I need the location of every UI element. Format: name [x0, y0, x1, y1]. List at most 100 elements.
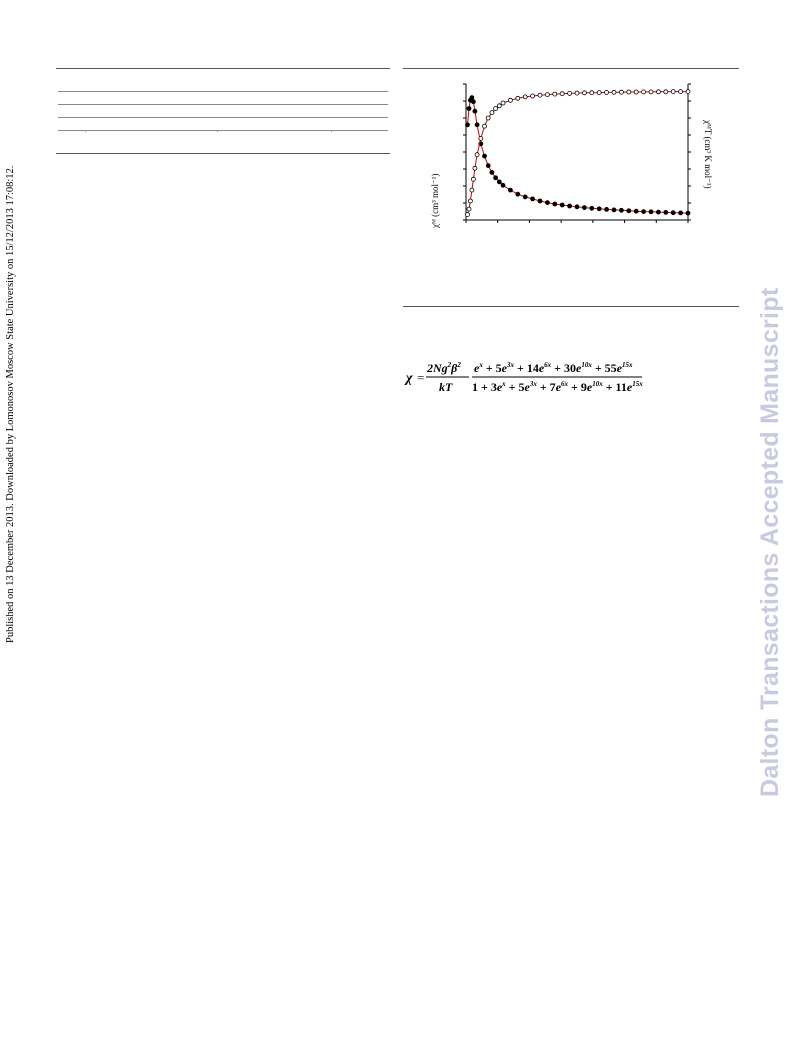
chi-m-point [596, 206, 602, 212]
chi-m-t-point [574, 90, 580, 96]
table-top-rule [56, 68, 390, 69]
chi-m-t-point [589, 90, 595, 96]
chi-m-point [633, 208, 639, 214]
chi-m-point [589, 205, 595, 211]
chi-m-point [648, 209, 654, 215]
chi-m-t-point [655, 89, 661, 95]
chi-m-point [537, 198, 543, 204]
chi-m-t-point [559, 91, 565, 97]
chi-m-point [471, 99, 476, 105]
figure-bottom-rule [403, 306, 739, 307]
equation-prefactor-denominator: kT [439, 380, 453, 394]
chi-m-t-point [581, 90, 587, 96]
table-row-rule [58, 104, 388, 105]
chi-m-t-point [685, 89, 691, 95]
chi-m-point [670, 210, 676, 216]
chi-m-t-point [472, 165, 478, 171]
chi-m-t-point [663, 89, 669, 95]
chi-m-point [685, 210, 691, 216]
chi-m-t-point [530, 93, 535, 99]
chi-m-point [493, 175, 498, 181]
chi-m-point [472, 108, 478, 114]
chi-m-t-point [567, 90, 573, 96]
equation-prefactor-numerator: 2Ng2β2 [426, 361, 461, 375]
chi-m-t-point [678, 89, 684, 95]
chi-m-t-point [641, 89, 647, 95]
table-row-rule [58, 117, 388, 118]
fit-line-series-2 [467, 91, 688, 215]
magnetic-susceptibility-chart: χᴹ (cm³ mol⁻¹) χᴹT (cm³ K mol⁻¹) [430, 83, 713, 230]
chi-m-t-point [545, 92, 550, 98]
chi-m-point [567, 203, 573, 209]
chi-m-t-point [471, 176, 476, 182]
chi-m-point [545, 200, 550, 205]
chi-m-t-point [478, 136, 484, 141]
chi-m-point [485, 163, 491, 168]
journal-watermark: Dalton Transactions Accepted Manuscript [756, 287, 784, 798]
chi-m-point [559, 202, 565, 208]
chi-m-point [496, 179, 502, 185]
chi-m-point [500, 182, 506, 188]
publication-info: Published on 13 December 2013. Downloade… [5, 165, 16, 643]
chart-marks [465, 89, 691, 218]
chi-m-t-point [522, 94, 528, 100]
chi-m-t-point [465, 212, 470, 218]
chi-m-t-point [468, 198, 473, 204]
chi-m-t-point [626, 89, 632, 95]
equation-numerator: ex + 5e3x + 14e6x + 30e10x + 55e15x [474, 361, 633, 375]
equation-equals: = [417, 370, 424, 385]
chi-m-t-point [482, 123, 487, 129]
chi-m-t-point [508, 97, 513, 103]
chi-m-t-point [485, 115, 491, 121]
chi-m-point [466, 106, 472, 111]
equation-denominator: 1 + 3ex + 5e3x + 7e6x + 9e10x + 11e15x [472, 380, 643, 394]
chi-m-t-point [489, 110, 495, 115]
chi-m-point [508, 187, 513, 193]
chi-m-point [489, 170, 495, 175]
chi-m-point [474, 122, 480, 128]
chi-m-point [482, 153, 487, 159]
table-column-tick [85, 130, 86, 132]
chi-m-point [655, 209, 661, 215]
table-bottom-rule [56, 153, 390, 154]
chi-m-point [663, 209, 669, 215]
susceptibility-equation: χ = 2Ng2β2 kT ex + 5e3x + 14e6x + 30e10x… [404, 361, 643, 394]
chi-m-t-point [648, 89, 654, 95]
table-column-tick [217, 130, 218, 132]
chi-m-t-point [466, 206, 472, 212]
chi-m-point [604, 206, 610, 212]
fit-line-series-1 [467, 96, 689, 214]
chi-m-point [618, 207, 624, 213]
chi-m-point [626, 208, 632, 214]
chi-m-point [641, 209, 647, 215]
chi-m-point [581, 205, 587, 211]
chi-m-t-point [611, 89, 617, 95]
y-left-axis-label: χᴹ (cm³ mol⁻¹) [430, 174, 440, 230]
chi-m-t-point [604, 89, 610, 95]
chi-m-point [611, 207, 617, 213]
table-row-rule [58, 91, 388, 92]
chart-axes [463, 83, 691, 223]
table-row-rule [58, 130, 388, 131]
chi-m-point [530, 196, 535, 202]
chi-m-t-point [537, 92, 543, 98]
equation-chi: χ [404, 371, 413, 386]
chi-m-t-point [496, 103, 502, 109]
chi-m-point [465, 122, 470, 128]
chi-m-t-point [633, 89, 639, 95]
chi-m-point [574, 204, 580, 210]
chi-m-t-point [500, 100, 506, 106]
chi-m-point [678, 210, 684, 216]
chi-m-point [552, 201, 558, 207]
y-right-axis-label: χᴹT (cm³ K mol⁻¹) [703, 119, 713, 189]
chi-m-t-point [493, 106, 498, 111]
chi-m-t-point [469, 187, 475, 193]
figure-top-rule [403, 68, 739, 69]
chi-m-t-point [515, 95, 521, 101]
chi-m-point [469, 95, 475, 101]
chi-m-point [522, 194, 528, 200]
chi-m-t-point [618, 89, 624, 95]
chi-m-t-point [474, 152, 480, 158]
chi-m-t-point [596, 90, 602, 96]
chi-m-t-point [670, 89, 676, 95]
